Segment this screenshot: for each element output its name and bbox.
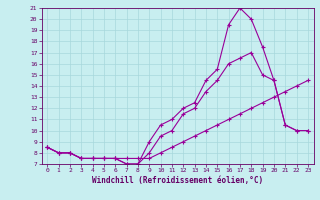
X-axis label: Windchill (Refroidissement éolien,°C): Windchill (Refroidissement éolien,°C): [92, 176, 263, 185]
